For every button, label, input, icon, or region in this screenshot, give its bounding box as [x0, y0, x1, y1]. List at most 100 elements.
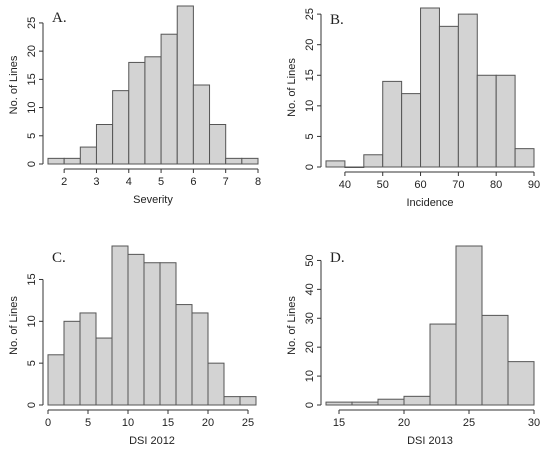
histogram-bar	[160, 33, 178, 165]
histogram-bar	[401, 93, 422, 168]
y-tick-label: 15	[304, 69, 316, 81]
histogram-bar	[112, 90, 130, 165]
x-tick-label: 25	[463, 417, 475, 429]
y-tick-label: 50	[304, 254, 316, 266]
histogram-bar	[481, 314, 509, 406]
x-tick-label: 80	[490, 179, 502, 191]
x-axis-label: Incidence	[406, 197, 453, 209]
x-tick-label: 10	[122, 417, 134, 429]
histogram-panel-3: 15 20 25 30 0 10 20 30 40 50 DSI 2013 No. of Lines D…	[286, 245, 540, 447]
histogram-bar	[128, 61, 146, 165]
x-tick-label: 6	[190, 176, 196, 188]
x-tick-label: 8	[255, 176, 261, 188]
histogram-bar	[175, 304, 193, 406]
histogram-panel-0: 2 3 4 5 6 7 8 0 5 10 15 20 25 Severity No. of Lines A.	[8, 5, 261, 206]
histogram-bar	[47, 354, 65, 406]
x-axis-label: DSI 2012	[129, 435, 175, 447]
histogram-bar	[207, 362, 225, 406]
histogram-panel-2: 0 5 10 15 20 25 0 5 10 15 DSI 2012 No. of Lines C.	[8, 245, 257, 447]
x-tick-label: 70	[452, 179, 464, 191]
x-tick-label: 15	[162, 417, 174, 429]
histogram-bar	[47, 157, 65, 165]
panel-letter: D.	[330, 250, 345, 266]
histogram-bar	[344, 166, 365, 168]
y-tick-label: 25	[26, 17, 38, 29]
x-tick-label: 20	[398, 417, 410, 429]
y-tick-label: 5	[26, 360, 38, 366]
x-tick-label: 60	[414, 179, 426, 191]
x-tick-label: 5	[158, 176, 164, 188]
histogram-bar	[476, 74, 497, 168]
histogram-bar	[457, 13, 478, 168]
histogram-bar	[191, 312, 209, 406]
histogram-bar	[325, 401, 353, 406]
y-tick-label: 10	[304, 100, 316, 112]
histogram-bar	[225, 157, 243, 165]
x-tick-label: 15	[333, 417, 345, 429]
histogram-bar	[239, 396, 257, 406]
x-tick-label: 90	[528, 179, 540, 191]
x-axis-label: Severity	[133, 194, 173, 206]
histogram-bar	[351, 401, 379, 406]
histogram-bar	[325, 160, 346, 168]
y-axis-label: No. of Lines	[8, 296, 20, 355]
histogram-bar	[507, 361, 535, 406]
histogram-bar	[403, 395, 431, 406]
y-tick-label: 20	[304, 39, 316, 51]
histogram-bar	[95, 124, 114, 165]
histogram-bar	[79, 312, 97, 406]
histogram-bar	[144, 56, 162, 165]
y-tick-label: 10	[26, 101, 38, 113]
y-tick-label: 15	[26, 73, 38, 85]
histogram-bar	[79, 146, 97, 165]
histogram-bar	[363, 154, 384, 168]
histogram-bar	[223, 396, 241, 406]
y-tick-label: 0	[304, 164, 316, 170]
histogram-bar	[209, 124, 227, 165]
y-tick-label: 20	[26, 45, 38, 57]
panel-letter: A.	[52, 10, 67, 26]
y-tick-label: 40	[304, 283, 316, 295]
y-tick-label: 20	[304, 341, 316, 353]
x-tick-label: 40	[339, 179, 351, 191]
histogram-bar	[143, 262, 161, 406]
histogram-bar	[127, 253, 145, 406]
histogram-bar	[241, 157, 259, 165]
histogram-bar	[382, 80, 403, 168]
histogram-bar	[495, 74, 516, 168]
histogram-bar	[159, 262, 177, 406]
x-tick-label: 20	[202, 417, 214, 429]
histogram-bar	[377, 398, 405, 406]
x-tick-label: 3	[93, 176, 99, 188]
histogram-bar	[429, 323, 457, 406]
y-tick-label: 0	[26, 161, 38, 167]
x-tick-label: 25	[242, 417, 254, 429]
y-tick-label: 15	[26, 273, 38, 285]
histogram-bar	[455, 245, 483, 406]
histogram-bar	[438, 25, 459, 168]
y-tick-label: 10	[304, 370, 316, 382]
histogram-bar	[63, 320, 81, 406]
histogram-bar	[95, 337, 113, 406]
x-tick-label: 0	[45, 417, 51, 429]
y-tick-label: 0	[26, 402, 38, 408]
y-tick-label: 0	[304, 402, 316, 408]
y-axis-label: No. of Lines	[286, 58, 298, 117]
panel-letter: B.	[330, 12, 344, 28]
x-tick-label: 2	[61, 176, 67, 188]
histogram-bar	[514, 148, 535, 168]
histogram-bar	[176, 5, 194, 165]
x-tick-label: 30	[528, 417, 540, 429]
x-axis-label: DSI 2013	[407, 435, 453, 447]
histogram-bar	[63, 157, 81, 165]
histogram-panel-1: 40 50 60 70 80 90 0 5 10 15 20 25 Incidence No. of Li…	[286, 7, 540, 209]
y-axis-label: No. of Lines	[8, 55, 20, 114]
x-tick-label: 4	[126, 176, 132, 188]
y-tick-label: 5	[26, 133, 38, 139]
y-tick-label: 5	[304, 133, 316, 139]
histogram-bar	[111, 245, 129, 406]
y-axis-label: No. of Lines	[286, 296, 298, 355]
y-tick-label: 30	[304, 312, 316, 324]
y-tick-label: 10	[26, 315, 38, 327]
